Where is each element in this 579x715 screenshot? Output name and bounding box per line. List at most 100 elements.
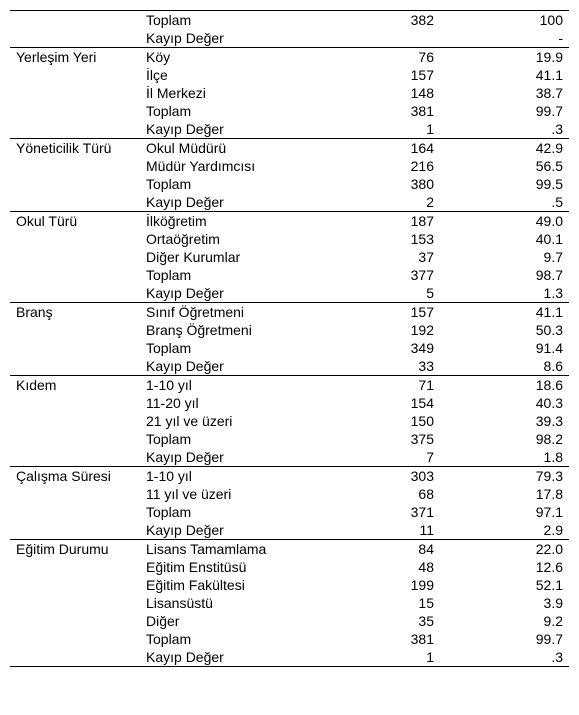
table-row: Toplam37197.1 [10, 503, 569, 521]
n-cell: 33 [330, 357, 440, 376]
section-label [10, 339, 140, 357]
category-cell: Toplam [140, 175, 330, 193]
p-cell: 41.1 [440, 66, 569, 84]
table-row: 21 yıl ve üzeri15039.3 [10, 412, 569, 430]
section-label [10, 175, 140, 193]
p-cell: 39.3 [440, 412, 569, 430]
section-label [10, 248, 140, 266]
p-cell: 52.1 [440, 576, 569, 594]
table-row: BranşSınıf Öğretmeni15741.1 [10, 303, 569, 322]
table-row: Ortaöğretim15340.1 [10, 230, 569, 248]
header-total-p: 100 [440, 11, 569, 30]
table-row: Lisansüstü153.9 [10, 594, 569, 612]
table-row: Kayıp Değer338.6 [10, 357, 569, 376]
section-label [10, 630, 140, 648]
category-cell: Köy [140, 48, 330, 67]
category-cell: Eğitim Fakültesi [140, 576, 330, 594]
category-cell: Kayıp Değer [140, 521, 330, 540]
section-label [10, 120, 140, 139]
n-cell: 11 [330, 521, 440, 540]
table-row: Diğer359.2 [10, 612, 569, 630]
n-cell: 5 [330, 284, 440, 303]
category-cell: 21 yıl ve üzeri [140, 412, 330, 430]
table-row: Kayıp Değer1.3 [10, 648, 569, 667]
category-cell: İl Merkezi [140, 84, 330, 102]
category-cell: Ortaöğretim [140, 230, 330, 248]
section-label: Çalışma Süresi [10, 467, 140, 486]
n-cell: 7 [330, 448, 440, 467]
n-cell: 157 [330, 303, 440, 322]
category-cell: Lisans Tamamlama [140, 540, 330, 559]
table-row: Kayıp Değer71.8 [10, 448, 569, 467]
section-label: Okul Türü [10, 212, 140, 231]
n-cell: 187 [330, 212, 440, 231]
n-cell: 303 [330, 467, 440, 486]
p-cell: 49.0 [440, 212, 569, 231]
table-row: Eğitim Enstitüsü4812.6 [10, 558, 569, 576]
category-cell: Kayıp Değer [140, 357, 330, 376]
p-cell: 79.3 [440, 467, 569, 486]
n-cell: 2 [330, 193, 440, 212]
category-cell: Sınıf Öğretmeni [140, 303, 330, 322]
category-cell: Toplam [140, 630, 330, 648]
category-cell: Lisansüstü [140, 594, 330, 612]
p-cell: 3.9 [440, 594, 569, 612]
category-cell: Toplam [140, 266, 330, 284]
section-label [10, 485, 140, 503]
p-cell: .3 [440, 648, 569, 667]
category-cell: Toplam [140, 102, 330, 120]
n-cell: 153 [330, 230, 440, 248]
section-label [10, 66, 140, 84]
n-cell: 150 [330, 412, 440, 430]
empty-cell [10, 11, 140, 30]
category-cell: Eğitim Enstitüsü [140, 558, 330, 576]
n-cell: 154 [330, 394, 440, 412]
p-cell: 42.9 [440, 139, 569, 158]
table-row: Toplam38099.5 [10, 175, 569, 193]
p-cell: 2.9 [440, 521, 569, 540]
table-row: Eğitim DurumuLisans Tamamlama8422.0 [10, 540, 569, 559]
p-cell: 91.4 [440, 339, 569, 357]
section-label [10, 412, 140, 430]
table-row: Toplam34991.4 [10, 339, 569, 357]
header-total-label: Toplam [140, 11, 330, 30]
category-cell: Kayıp Değer [140, 284, 330, 303]
n-cell: 381 [330, 102, 440, 120]
category-cell: 1-10 yıl [140, 376, 330, 395]
table-row: 11-20 yıl15440.3 [10, 394, 569, 412]
n-cell: 1 [330, 120, 440, 139]
section-label [10, 576, 140, 594]
section-label [10, 394, 140, 412]
section-label [10, 558, 140, 576]
section-label [10, 594, 140, 612]
category-cell: İlçe [140, 66, 330, 84]
p-cell: 40.3 [440, 394, 569, 412]
category-cell: Okul Müdürü [140, 139, 330, 158]
table-row: 11 yıl ve üzeri6817.8 [10, 485, 569, 503]
category-cell: Kayıp Değer [140, 120, 330, 139]
section-label [10, 448, 140, 467]
p-cell: 98.2 [440, 430, 569, 448]
category-cell: 11-20 yıl [140, 394, 330, 412]
n-cell: 84 [330, 540, 440, 559]
category-cell: Toplam [140, 339, 330, 357]
table-row: Çalışma Süresi1-10 yıl30379.3 [10, 467, 569, 486]
p-cell: .3 [440, 120, 569, 139]
n-cell: 381 [330, 630, 440, 648]
p-cell: 8.6 [440, 357, 569, 376]
category-cell: Diğer Kurumlar [140, 248, 330, 266]
category-cell: Toplam [140, 430, 330, 448]
table-row: Yerleşim YeriKöy7619.9 [10, 48, 569, 67]
section-label [10, 102, 140, 120]
table-row: Diğer Kurumlar379.7 [10, 248, 569, 266]
n-cell: 15 [330, 594, 440, 612]
section-label [10, 357, 140, 376]
table-row: Kayıp Değer1.3 [10, 120, 569, 139]
table-row: Kayıp Değer2.5 [10, 193, 569, 212]
p-cell: 1.8 [440, 448, 569, 467]
table-row: Toplam37798.7 [10, 266, 569, 284]
empty-cell [10, 29, 140, 48]
p-cell: 19.9 [440, 48, 569, 67]
header-row-total: Toplam382100 [10, 11, 569, 30]
p-cell: 41.1 [440, 303, 569, 322]
